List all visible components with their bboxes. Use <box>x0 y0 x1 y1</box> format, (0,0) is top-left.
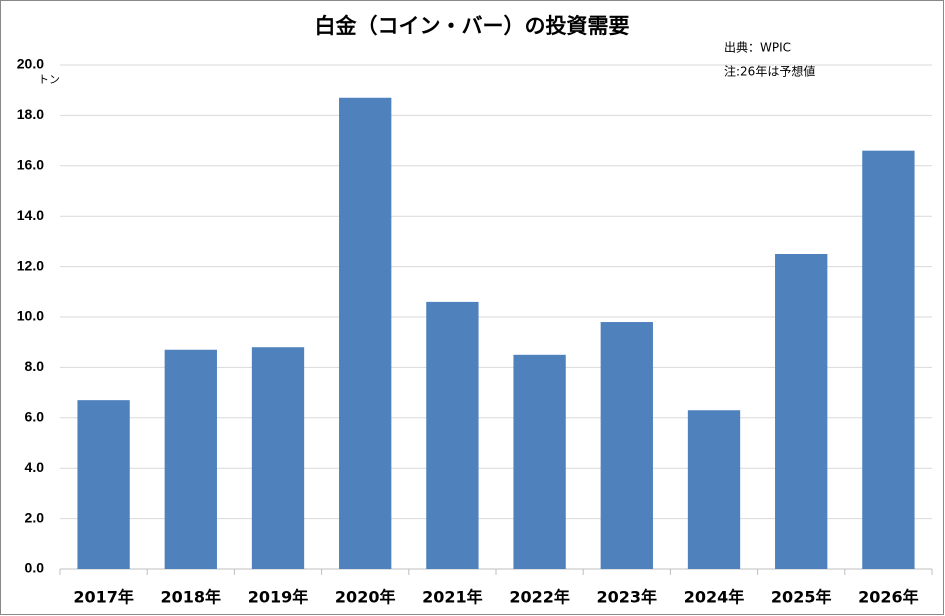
x-tick-label: 2022年 <box>509 588 570 607</box>
y-tick-label: 16.0 <box>17 157 44 173</box>
x-tick-label: 2025年 <box>771 588 832 607</box>
y-tick-label: 10.0 <box>17 308 44 324</box>
forecast-note: 注:26年は予想値 <box>724 64 815 79</box>
bar <box>862 150 915 569</box>
x-tick-label: 2021年 <box>422 588 483 607</box>
source-note: 出典：WPIC <box>724 41 791 55</box>
bar <box>775 254 828 569</box>
bar <box>600 322 653 569</box>
x-tick-label: 2017年 <box>73 588 134 607</box>
y-tick-label: 20.0 <box>17 56 44 72</box>
bar <box>687 410 741 569</box>
x-tick-label: 2024年 <box>684 588 745 607</box>
y-axis-unit: トン <box>38 73 60 86</box>
y-tick-label: 18.0 <box>17 106 44 122</box>
bar <box>164 349 217 569</box>
y-tick-label: 14.0 <box>17 207 44 223</box>
x-tick-label: 2019年 <box>248 588 309 607</box>
y-tick-label: 8.0 <box>25 358 45 374</box>
x-tick-label: 2023年 <box>597 588 658 607</box>
x-tick-label: 2026年 <box>858 588 919 607</box>
x-tick-label: 2020年 <box>335 588 396 607</box>
bar <box>513 354 566 569</box>
y-tick-label: 0.0 <box>25 560 45 576</box>
y-tick-label: 6.0 <box>25 409 45 425</box>
bar <box>77 400 130 569</box>
x-tick-label: 2018年 <box>161 588 222 607</box>
y-tick-label: 4.0 <box>25 459 45 475</box>
bar <box>251 347 305 569</box>
bar <box>426 301 479 569</box>
chart-title: 白金（コイン・バー）の投資需要 <box>315 14 630 38</box>
y-tick-label: 12.0 <box>17 257 44 273</box>
y-tick-label: 2.0 <box>25 509 45 525</box>
bar <box>339 97 392 569</box>
